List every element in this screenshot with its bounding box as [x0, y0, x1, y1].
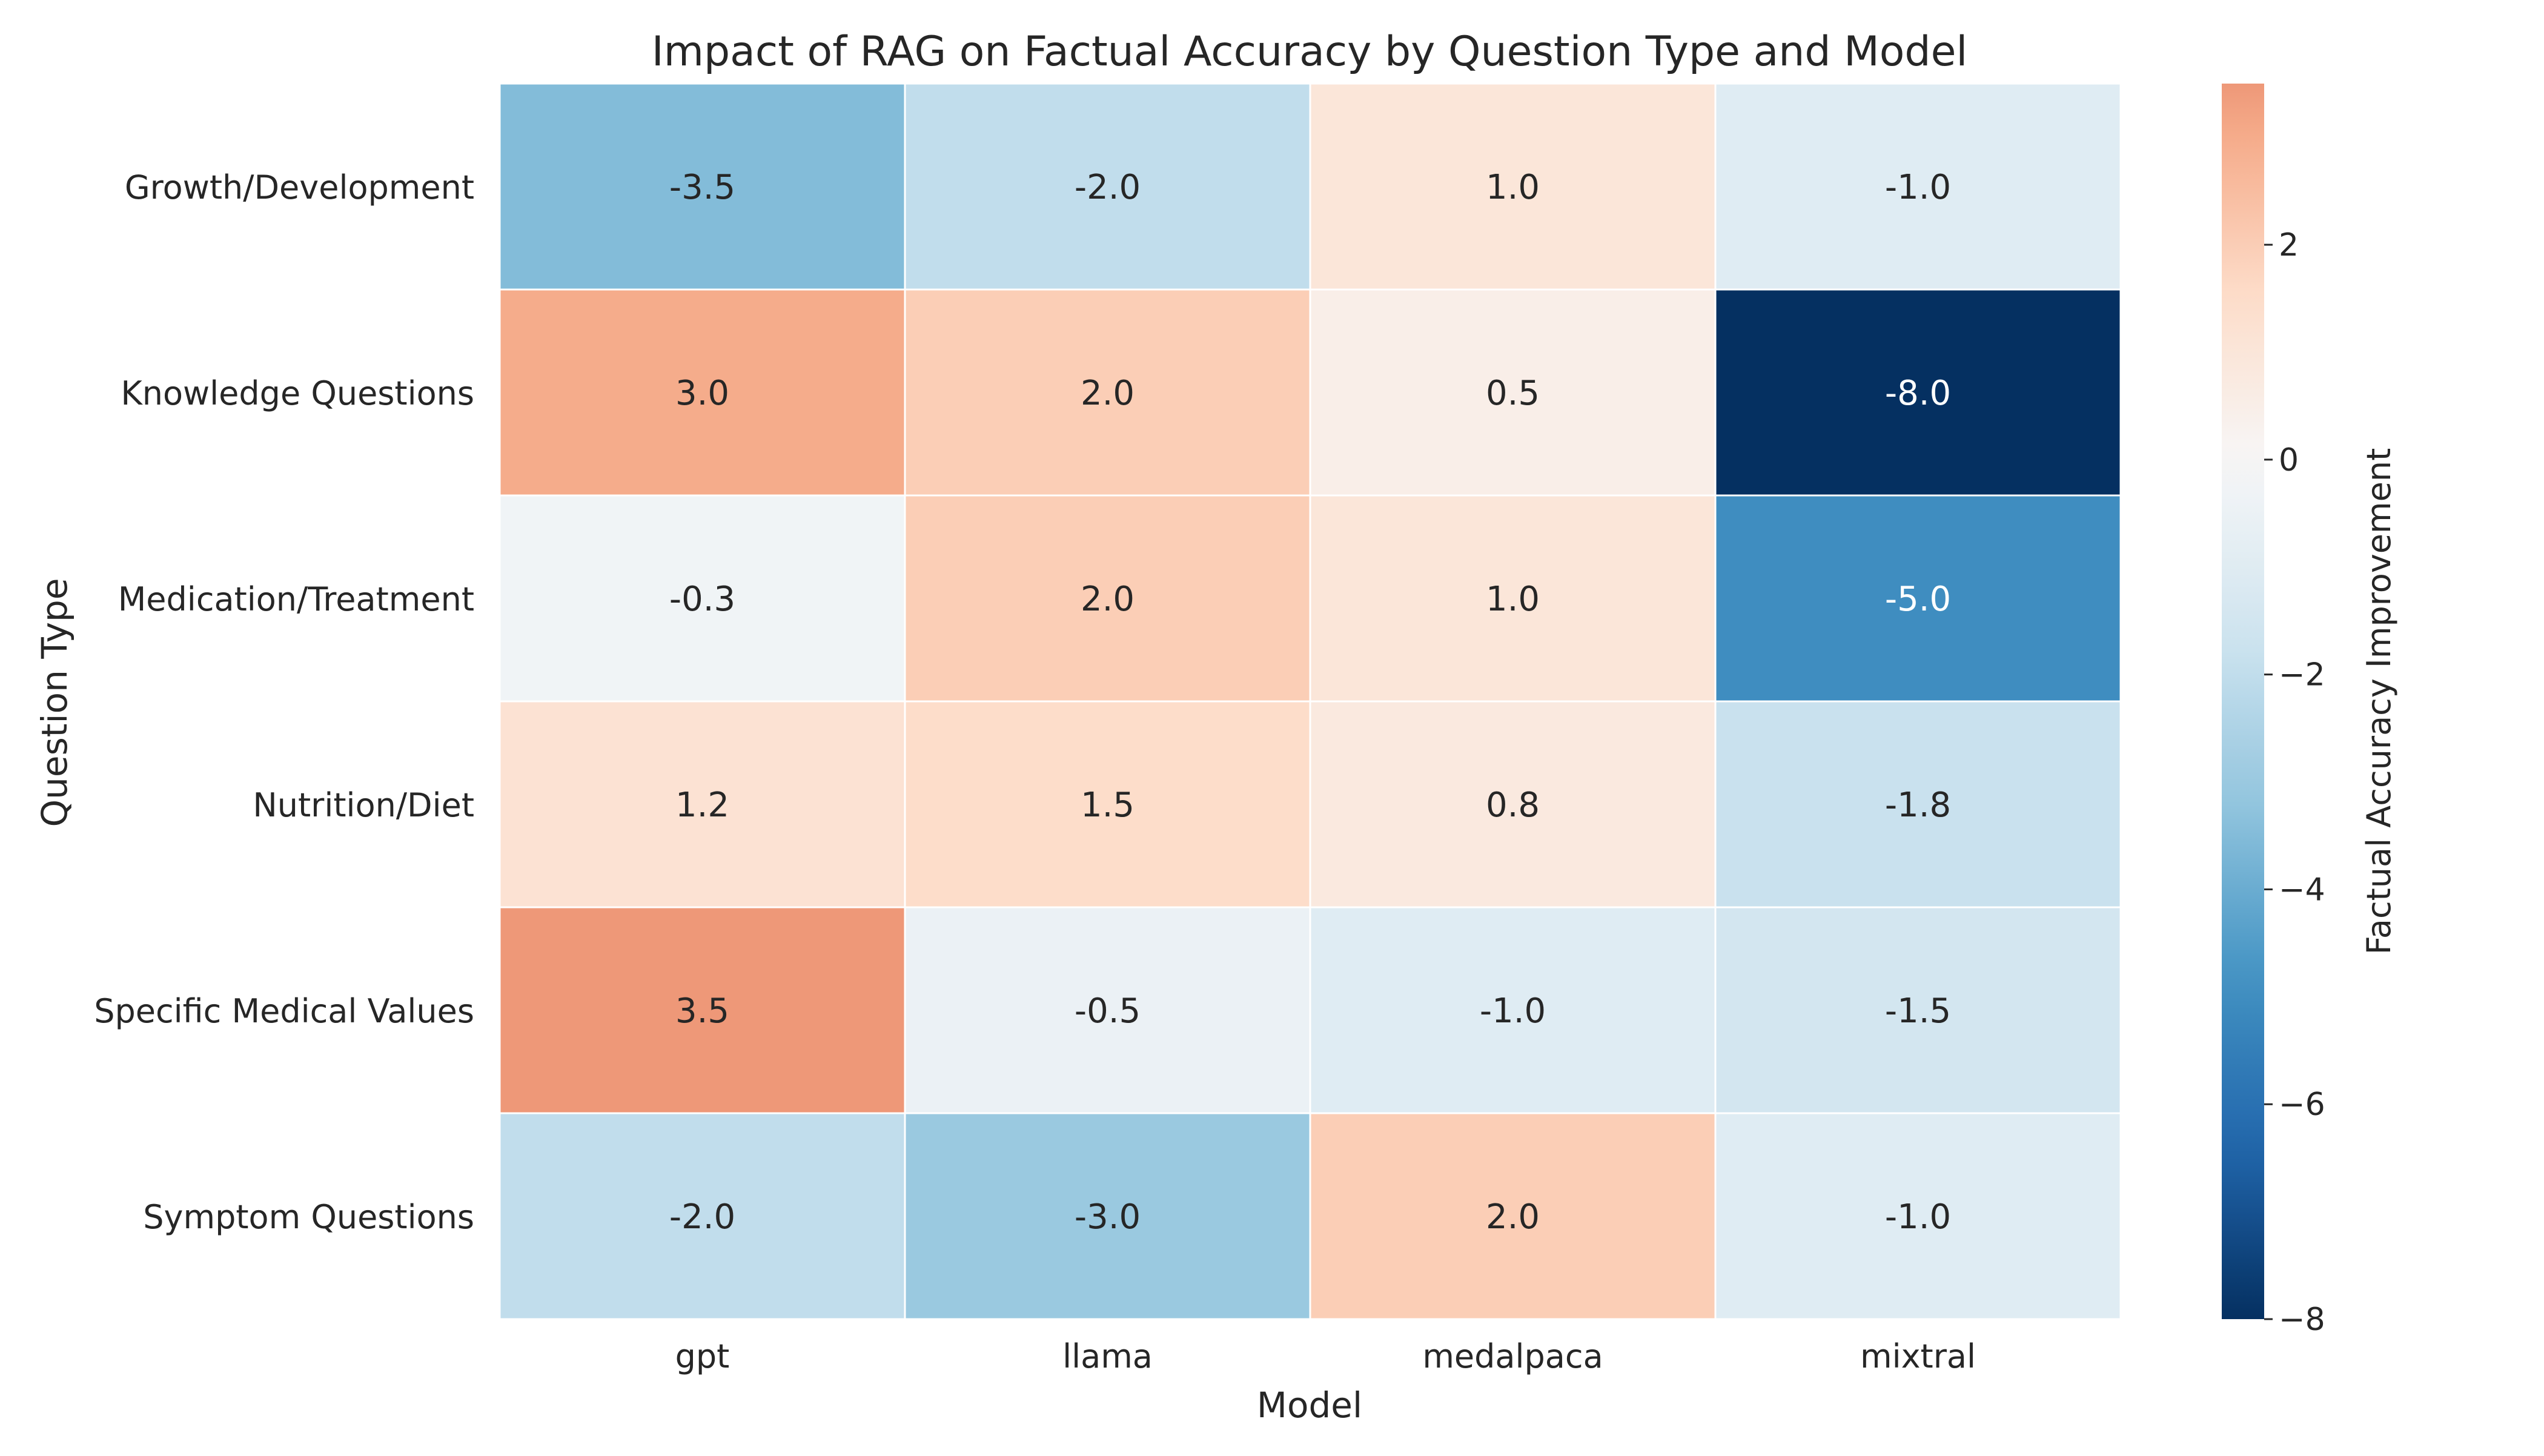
cell-value-label: -0.3	[669, 580, 735, 619]
cell-value-label: 1.5	[1081, 786, 1135, 825]
colorbar-ticks: 2 0 −2 −4 −6 −8	[2264, 227, 2325, 1338]
cell-value-label: 0.8	[1486, 786, 1540, 825]
cell-value-label: 3.0	[675, 374, 729, 413]
x-tick-label: mixtral	[1860, 1337, 1976, 1375]
colorbar-label: Factual Accuracy Improvement	[2360, 448, 2398, 955]
colorbar-tick-label: −2	[2279, 657, 2325, 693]
heatmap-cell	[499, 1112, 906, 1320]
heatmap-cell-labels: -3.5 -2.0 1.0 -1.0 3.0 2.0 0.5 -8.0 -0.3 2.0 1.0 -5…	[669, 168, 1951, 1237]
cell-value-label: -8.0	[1885, 374, 1951, 413]
y-tick-label: Medication/Treatment	[118, 580, 474, 618]
y-tick-label: Symptom Questions	[143, 1198, 474, 1236]
heatmap-cell	[1714, 700, 2122, 908]
y-tick-label: Nutrition/Diet	[253, 786, 474, 824]
heatmap-cell	[1714, 494, 2122, 703]
heatmap-cell	[1714, 82, 2122, 291]
cell-value-label: 2.0	[1081, 580, 1135, 619]
cell-value-label: 1.0	[1486, 580, 1540, 619]
x-axis-ticks: gpt llama medalpaca mixtral	[675, 1337, 1976, 1375]
heatmap-cell	[1309, 700, 1717, 908]
y-tick-label: Specific Medical Values	[94, 992, 474, 1030]
y-tick-label: Knowledge Questions	[121, 374, 474, 412]
heatmap-cell	[1309, 288, 1717, 497]
colorbar	[2222, 84, 2264, 1319]
heatmap-cell	[1309, 82, 1717, 291]
heatmap-cell	[904, 288, 1311, 497]
colorbar-tick-label: 0	[2279, 442, 2299, 478]
cell-value-label: -1.8	[1885, 786, 1951, 825]
heatmap-cell	[1714, 1112, 2122, 1320]
cell-value-label: 2.0	[1486, 1197, 1540, 1237]
x-axis-label: Model	[1257, 1385, 1362, 1426]
cell-value-label: 0.5	[1486, 374, 1540, 413]
y-tick-label: Growth/Development	[125, 168, 474, 207]
heatmap-cell	[904, 906, 1311, 1114]
x-tick-label: llama	[1062, 1337, 1153, 1375]
heatmap-cell	[1714, 906, 2122, 1114]
y-axis-label: Question Type	[34, 578, 75, 827]
cell-value-label: -1.5	[1885, 991, 1951, 1031]
x-tick-label: gpt	[675, 1337, 730, 1375]
heatmap-cell	[904, 1112, 1311, 1320]
cell-value-label: -2.0	[669, 1197, 735, 1237]
heatmap-cell	[499, 700, 906, 908]
cell-value-label: -3.5	[669, 168, 735, 207]
y-axis-ticks: Growth/Development Knowledge Questions Med…	[94, 168, 474, 1236]
cell-value-label: 1.0	[1486, 168, 1540, 207]
heatmap-cell	[1309, 1112, 1717, 1320]
cell-value-label: -0.5	[1075, 991, 1141, 1031]
cell-value-label: -5.0	[1885, 580, 1951, 619]
heatmap-cell	[904, 494, 1311, 703]
cell-value-label: -1.0	[1885, 168, 1951, 207]
heatmap-cell	[904, 700, 1311, 908]
colorbar-tick-label: 2	[2279, 227, 2299, 263]
cell-value-label: -2.0	[1075, 168, 1141, 207]
heatmap-cells	[499, 82, 2122, 1320]
cell-value-label: -1.0	[1480, 991, 1546, 1031]
heatmap-cell	[499, 906, 906, 1114]
heatmap-cell	[904, 82, 1311, 291]
colorbar-tick-label: −6	[2279, 1087, 2325, 1123]
colorbar-tick-label: −8	[2279, 1302, 2325, 1338]
cell-value-label: 2.0	[1081, 374, 1135, 413]
heatmap-cell	[499, 82, 906, 291]
cell-value-label: -1.0	[1885, 1197, 1951, 1237]
cell-value-label: 3.5	[675, 991, 729, 1031]
chart-title: Impact of RAG on Factual Accuracy by Que…	[652, 28, 1968, 76]
cell-value-label: -3.0	[1075, 1197, 1141, 1237]
heatmap-cell	[499, 288, 906, 497]
heatmap-cell	[1309, 906, 1717, 1114]
cell-value-label: 1.2	[675, 786, 729, 825]
colorbar-tick-label: −4	[2279, 872, 2325, 908]
heatmap-cell	[1714, 288, 2122, 497]
x-tick-label: medalpaca	[1422, 1337, 1603, 1375]
